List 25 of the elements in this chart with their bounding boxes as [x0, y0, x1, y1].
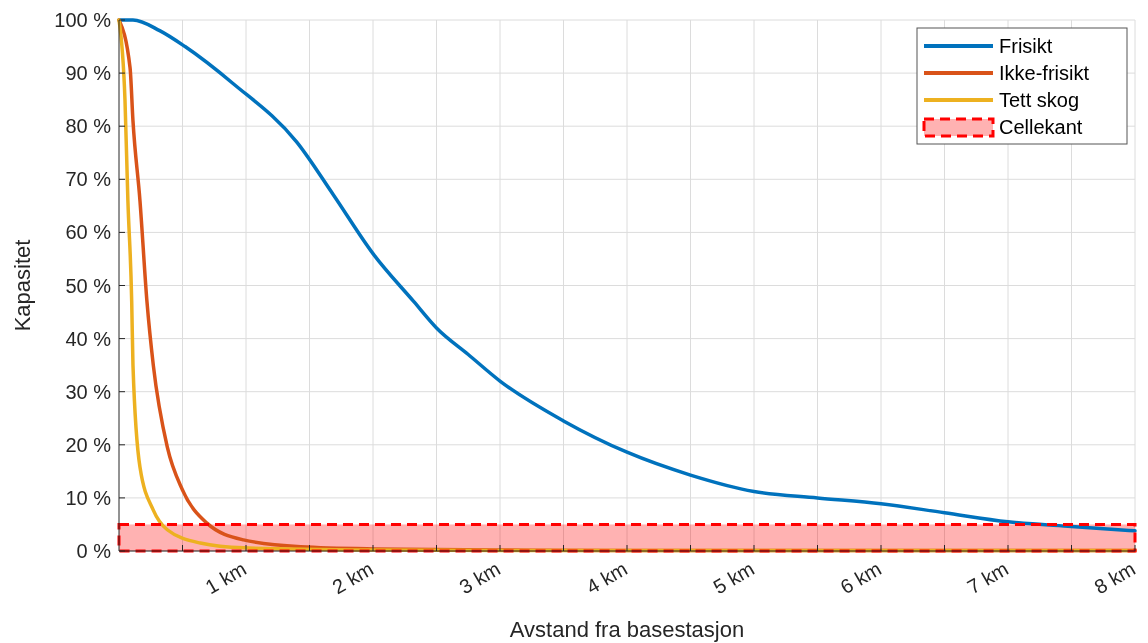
x-tick-label: 7 km [963, 557, 1012, 599]
y-tick-label: 60 % [65, 221, 112, 244]
x-axis-title: Avstand fra basestasjon [509, 617, 745, 642]
x-tick-label: 6 km [836, 557, 885, 599]
y-tick-label: 10 % [65, 486, 112, 509]
x-tick-label: 2 km [328, 557, 377, 599]
y-tick-label: 70 % [65, 168, 112, 191]
legend-label: Cellekant [999, 116, 1083, 138]
legend-label: Frisikt [999, 35, 1053, 57]
x-tick-label: 4 km [582, 557, 631, 599]
legend-label: Tett skog [999, 89, 1080, 111]
x-tick-label: 3 km [455, 557, 504, 599]
y-tick-label: 90 % [65, 62, 112, 85]
y-axis-title: Kapasitet [10, 239, 35, 332]
x-tick-label: 1 km [201, 557, 250, 599]
y-tick-label: 50 % [65, 274, 112, 297]
y-tick-label: 100 % [54, 9, 112, 31]
y-tick-label: 30 % [65, 380, 112, 403]
legend-label: Ikke-frisikt [999, 62, 1090, 84]
y-tick-label: 80 % [65, 115, 112, 138]
y-tick-label: 40 % [65, 327, 112, 350]
y-tick-label: 20 % [65, 433, 112, 456]
x-tick-label: 8 km [1090, 557, 1139, 599]
x-tick-label: 5 km [709, 557, 758, 599]
y-tick-label: 0 % [76, 540, 112, 562]
